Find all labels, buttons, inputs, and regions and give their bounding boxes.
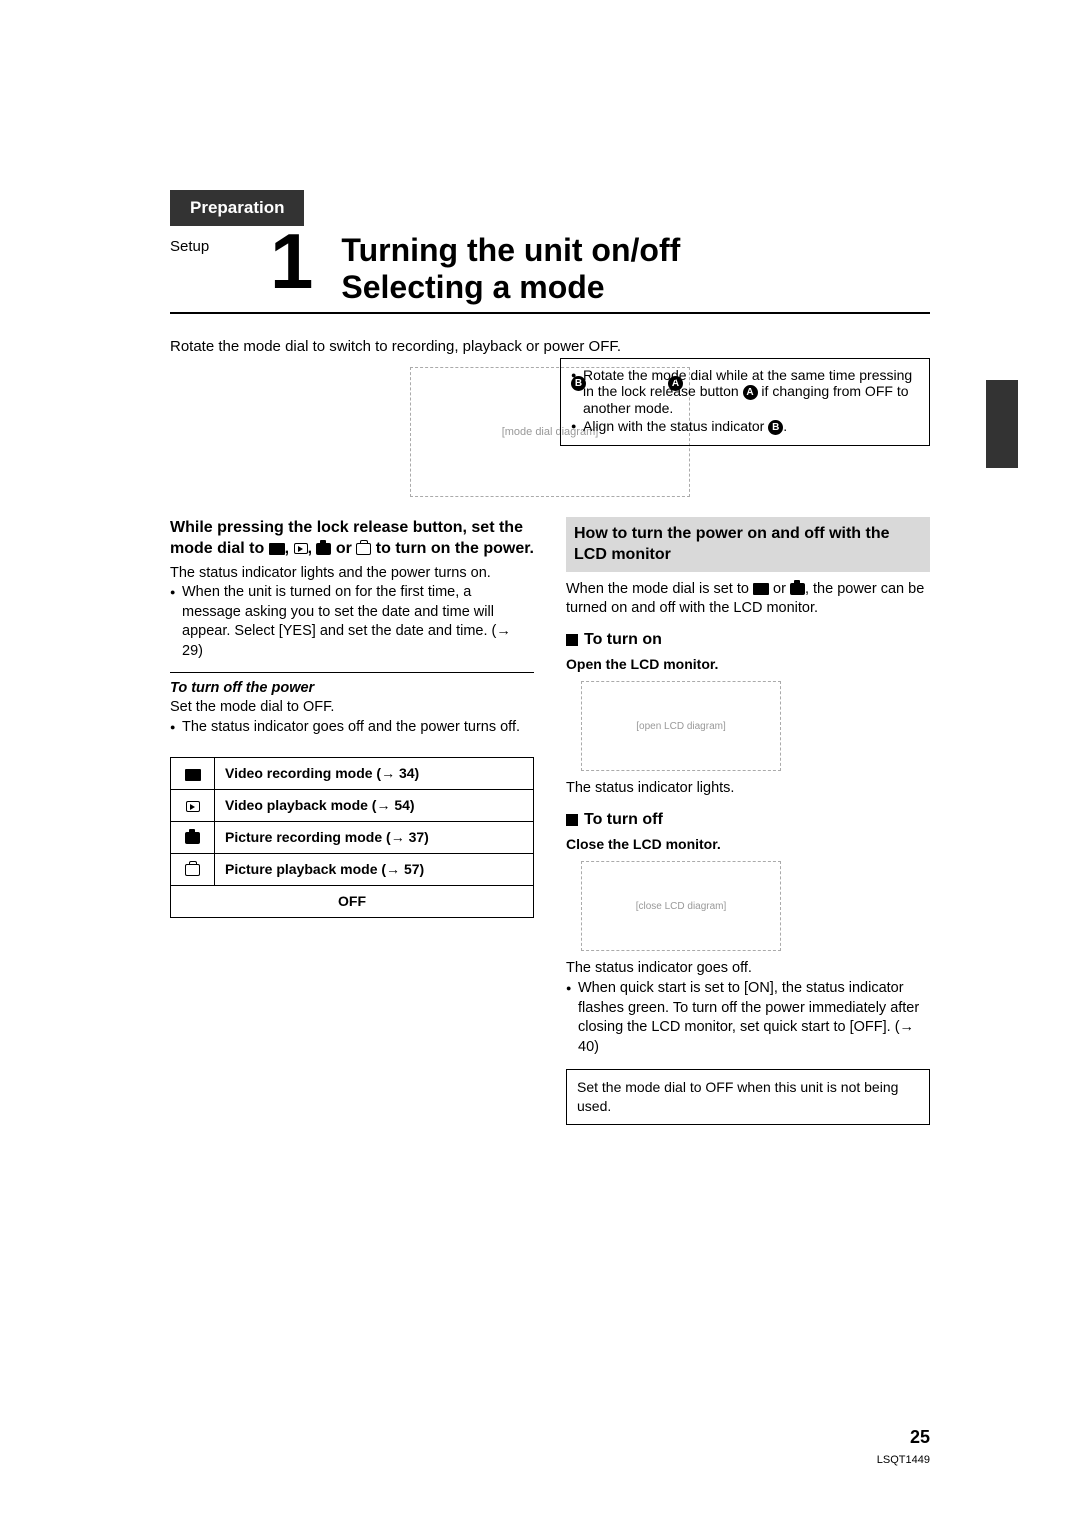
play-icon — [186, 801, 200, 812]
table-row: Video recording mode (→ 34) — [171, 758, 534, 790]
turn-off-power-head: To turn off the power — [170, 672, 534, 699]
left-heading: While pressing the lock release button, … — [170, 517, 534, 560]
mode-label-cell: Picture recording mode (→ 37) — [215, 822, 534, 854]
video-icon — [185, 769, 201, 781]
lcd-intro-text: When the mode dial is set to or , the po… — [566, 580, 930, 619]
setup-label: Setup — [170, 230, 270, 255]
quick-start-bullet: When quick start is set to [ON], the sta… — [566, 979, 930, 1057]
lcd-power-heading: How to turn the power on and off with th… — [566, 517, 930, 572]
first-time-bullet: When the unit is turned on for the first… — [170, 583, 534, 661]
mode-label-cell: Picture playback mode (→ 57) — [215, 853, 534, 885]
first-time-bullet-list: When the unit is turned on for the first… — [170, 583, 534, 661]
mode-label-cell: Video playback mode (→ 54) — [215, 790, 534, 822]
mode-label-cell: Video recording mode (→ 34) — [215, 758, 534, 790]
status-on-text: The status indicator lights. — [566, 779, 930, 799]
page-number: 25 — [910, 1427, 930, 1448]
label-b-icon: B — [768, 420, 783, 435]
camera-icon — [790, 583, 805, 595]
picture-playback-icon — [356, 543, 371, 555]
status-off-text: The status indicator goes off. — [566, 959, 930, 979]
table-row: Picture playback mode (→ 57) — [171, 853, 534, 885]
mode-icon-cell — [171, 853, 215, 885]
square-bullet-icon — [566, 814, 578, 826]
mode-table: Video recording mode (→ 34) Video playba… — [170, 757, 534, 917]
title-line-2: Selecting a mode — [341, 269, 680, 306]
picture-playback-icon — [185, 864, 200, 876]
info-box: Set the mode dial to OFF when this unit … — [566, 1069, 930, 1125]
turn-off-bullet: The status indicator goes off and the po… — [170, 718, 534, 738]
turn-off-power-text: Set the mode dial to OFF. — [170, 698, 534, 718]
status-indicator-text: The status indicator lights and the powe… — [170, 564, 534, 584]
mode-icon-cell — [171, 790, 215, 822]
play-icon — [294, 543, 308, 554]
note-bullet-2: Align with the status indicator B. — [571, 418, 919, 435]
left-column: While pressing the lock release button, … — [170, 517, 534, 1125]
document-code: LSQT1449 — [877, 1454, 930, 1466]
side-margin-tab — [986, 380, 1018, 468]
step-number: 1 — [270, 230, 313, 292]
turn-on-subhead: To turn on — [566, 629, 930, 651]
note-box: Rotate the mode dial while at the same t… — [560, 358, 930, 446]
off-cell: OFF — [171, 885, 534, 917]
mode-icon-cell — [171, 822, 215, 854]
open-lcd-diagram: [open LCD diagram] — [581, 681, 781, 771]
mode-icon-cell — [171, 758, 215, 790]
note-bullet-1: Rotate the mode dial while at the same t… — [571, 367, 919, 416]
header-row: Setup 1 Turning the unit on/off Selectin… — [170, 230, 930, 314]
table-row: Video playback mode (→ 54) — [171, 790, 534, 822]
page-content: Preparation Setup 1 Turning the unit on/… — [0, 0, 1080, 1165]
camera-icon — [185, 832, 200, 844]
title-block: Turning the unit on/off Selecting a mode — [341, 230, 680, 306]
close-lcd-text: Close the LCD monitor. — [566, 835, 930, 854]
label-a-icon: A — [743, 385, 758, 400]
two-column-layout: While pressing the lock release button, … — [170, 517, 930, 1125]
close-lcd-diagram: [close LCD diagram] — [581, 861, 781, 951]
camera-icon — [316, 543, 331, 555]
turn-off-subhead: To turn off — [566, 809, 930, 831]
video-icon — [753, 583, 769, 595]
video-icon — [269, 543, 285, 555]
title-line-1: Turning the unit on/off — [341, 232, 680, 269]
square-bullet-icon — [566, 634, 578, 646]
table-row: OFF — [171, 885, 534, 917]
right-column: How to turn the power on and off with th… — [566, 517, 930, 1125]
turn-off-bullet-list: The status indicator goes off and the po… — [170, 718, 534, 738]
open-lcd-text: Open the LCD monitor. — [566, 655, 930, 674]
table-row: Picture recording mode (→ 37) — [171, 822, 534, 854]
quick-start-bullet-list: When quick start is set to [ON], the sta… — [566, 979, 930, 1057]
intro-text: Rotate the mode dial to switch to record… — [170, 338, 930, 355]
